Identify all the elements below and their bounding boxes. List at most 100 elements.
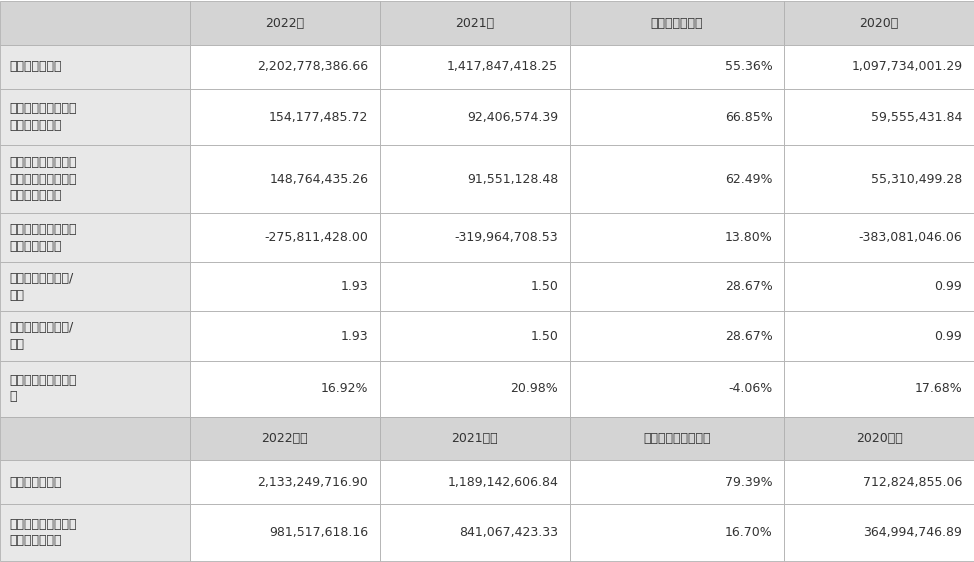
Bar (570, 311, 784, 361)
Text: 1.93: 1.93 (341, 329, 368, 342)
Bar (380, 145, 570, 213)
Text: 16.92%: 16.92% (320, 382, 368, 395)
Text: 2,133,249,716.90: 2,133,249,716.90 (257, 475, 368, 489)
Text: 91,551,128.48: 91,551,128.48 (467, 173, 558, 185)
Text: 841,067,423.33: 841,067,423.33 (459, 526, 558, 539)
Text: 基本每股收益（元/
股）: 基本每股收益（元/ 股） (10, 272, 74, 302)
Text: 稀释每股收益（元/
股）: 稀释每股收益（元/ 股） (10, 321, 74, 351)
Bar (190, 417, 380, 460)
Text: 2021年: 2021年 (455, 16, 495, 29)
Bar (0, 504, 190, 560)
Text: 1,189,142,606.84: 1,189,142,606.84 (447, 475, 558, 489)
Bar (784, 145, 974, 213)
Text: -275,811,428.00: -275,811,428.00 (264, 232, 368, 244)
Text: 1.50: 1.50 (530, 280, 558, 293)
Text: 1.50: 1.50 (530, 329, 558, 342)
Bar (380, 2, 570, 44)
Text: 2,202,778,386.66: 2,202,778,386.66 (257, 60, 368, 73)
Text: 79.39%: 79.39% (725, 475, 772, 489)
Bar (784, 44, 974, 89)
Bar (0, 89, 190, 145)
Bar (190, 213, 380, 262)
Text: 加权平均净资产收益
率: 加权平均净资产收益 率 (10, 374, 77, 404)
Text: -4.06%: -4.06% (729, 382, 772, 395)
Text: 20.98%: 20.98% (510, 382, 558, 395)
Bar (784, 311, 974, 361)
Bar (0, 262, 190, 311)
Text: 资产总额（元）: 资产总额（元） (10, 475, 62, 489)
Bar (190, 44, 380, 89)
Text: 1.93: 1.93 (341, 280, 368, 293)
Text: 92,406,574.39: 92,406,574.39 (467, 111, 558, 124)
Bar (570, 213, 784, 262)
Text: 营业收入（元）: 营业收入（元） (10, 60, 62, 73)
Text: 364,994,746.89: 364,994,746.89 (863, 526, 962, 539)
Text: 66.85%: 66.85% (725, 111, 772, 124)
Bar (0, 460, 190, 504)
Bar (570, 361, 784, 417)
Text: 2021年末: 2021年末 (452, 432, 498, 445)
Bar (190, 145, 380, 213)
Bar (784, 89, 974, 145)
Text: 经营活动产生的现金
流量净额（元）: 经营活动产生的现金 流量净额（元） (10, 223, 77, 252)
Bar (190, 361, 380, 417)
Text: 55,310,499.28: 55,310,499.28 (871, 173, 962, 185)
Bar (380, 460, 570, 504)
Text: 2022年: 2022年 (265, 16, 305, 29)
Text: 17.68%: 17.68% (915, 382, 962, 395)
Bar (0, 417, 190, 460)
Text: 59,555,431.84: 59,555,431.84 (871, 111, 962, 124)
Bar (784, 361, 974, 417)
Text: 归属于上市公司股东
的扣除非经常性损益
的净利润（元）: 归属于上市公司股东 的扣除非经常性损益 的净利润（元） (10, 156, 77, 202)
Text: 16.70%: 16.70% (725, 526, 772, 539)
Bar (0, 44, 190, 89)
Bar (570, 417, 784, 460)
Text: 154,177,485.72: 154,177,485.72 (269, 111, 368, 124)
Text: 13.80%: 13.80% (725, 232, 772, 244)
Bar (784, 460, 974, 504)
Text: 28.67%: 28.67% (725, 280, 772, 293)
Bar (190, 504, 380, 560)
Bar (190, 262, 380, 311)
Bar (380, 417, 570, 460)
Bar (570, 2, 784, 44)
Bar (380, 504, 570, 560)
Text: 148,764,435.26: 148,764,435.26 (269, 173, 368, 185)
Bar (570, 504, 784, 560)
Bar (380, 311, 570, 361)
Bar (784, 2, 974, 44)
Bar (0, 213, 190, 262)
Bar (0, 361, 190, 417)
Text: 2020年: 2020年 (859, 16, 899, 29)
Text: 归属于上市公司股东
的净资产（元）: 归属于上市公司股东 的净资产（元） (10, 518, 77, 547)
Bar (570, 89, 784, 145)
Bar (784, 213, 974, 262)
Bar (784, 504, 974, 560)
Text: 712,824,855.06: 712,824,855.06 (863, 475, 962, 489)
Text: 1,097,734,001.29: 1,097,734,001.29 (851, 60, 962, 73)
Text: 本年比上年增减: 本年比上年增减 (651, 16, 703, 29)
Text: 归属于上市公司股东
的净利润（元）: 归属于上市公司股东 的净利润（元） (10, 102, 77, 132)
Text: 2022年末: 2022年末 (262, 432, 308, 445)
Bar (190, 89, 380, 145)
Bar (190, 2, 380, 44)
Bar (190, 311, 380, 361)
Bar (380, 361, 570, 417)
Text: 0.99: 0.99 (935, 280, 962, 293)
Bar (0, 311, 190, 361)
Text: 28.67%: 28.67% (725, 329, 772, 342)
Bar (0, 145, 190, 213)
Text: 981,517,618.16: 981,517,618.16 (269, 526, 368, 539)
Bar (570, 262, 784, 311)
Text: 1,417,847,418.25: 1,417,847,418.25 (447, 60, 558, 73)
Bar (784, 262, 974, 311)
Bar (380, 89, 570, 145)
Bar (0, 2, 190, 44)
Text: 55.36%: 55.36% (725, 60, 772, 73)
Bar (570, 145, 784, 213)
Text: 0.99: 0.99 (935, 329, 962, 342)
Bar (784, 417, 974, 460)
Text: -319,964,708.53: -319,964,708.53 (455, 232, 558, 244)
Text: 2020年末: 2020年末 (856, 432, 902, 445)
Bar (190, 460, 380, 504)
